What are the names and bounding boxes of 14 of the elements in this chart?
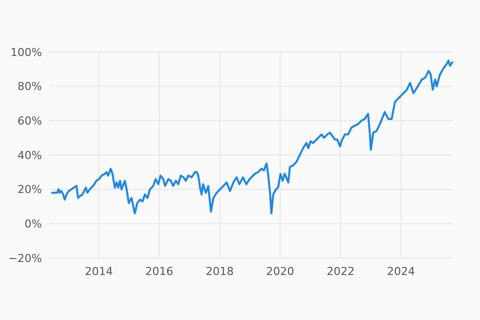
y-tick-label: 80%	[18, 80, 42, 94]
line-series	[51, 60, 454, 214]
y-tick-label: 100%	[10, 46, 42, 59]
y-tick-label: 0%	[24, 218, 42, 231]
y-tick-label: −20%	[8, 252, 42, 265]
y-tick-label: 60%	[18, 114, 42, 128]
x-tick-label: 2020	[266, 265, 294, 278]
y-tick-label: 40%	[18, 148, 42, 162]
x-tick-label: 2024	[387, 265, 416, 278]
x-tick-label: 2018	[206, 265, 234, 278]
x-tick-label: 2014	[84, 265, 113, 278]
y-tick-label: 20%	[18, 183, 42, 196]
x-tick-label: 2016	[145, 265, 174, 278]
x-tick-label: 2022	[326, 265, 355, 278]
